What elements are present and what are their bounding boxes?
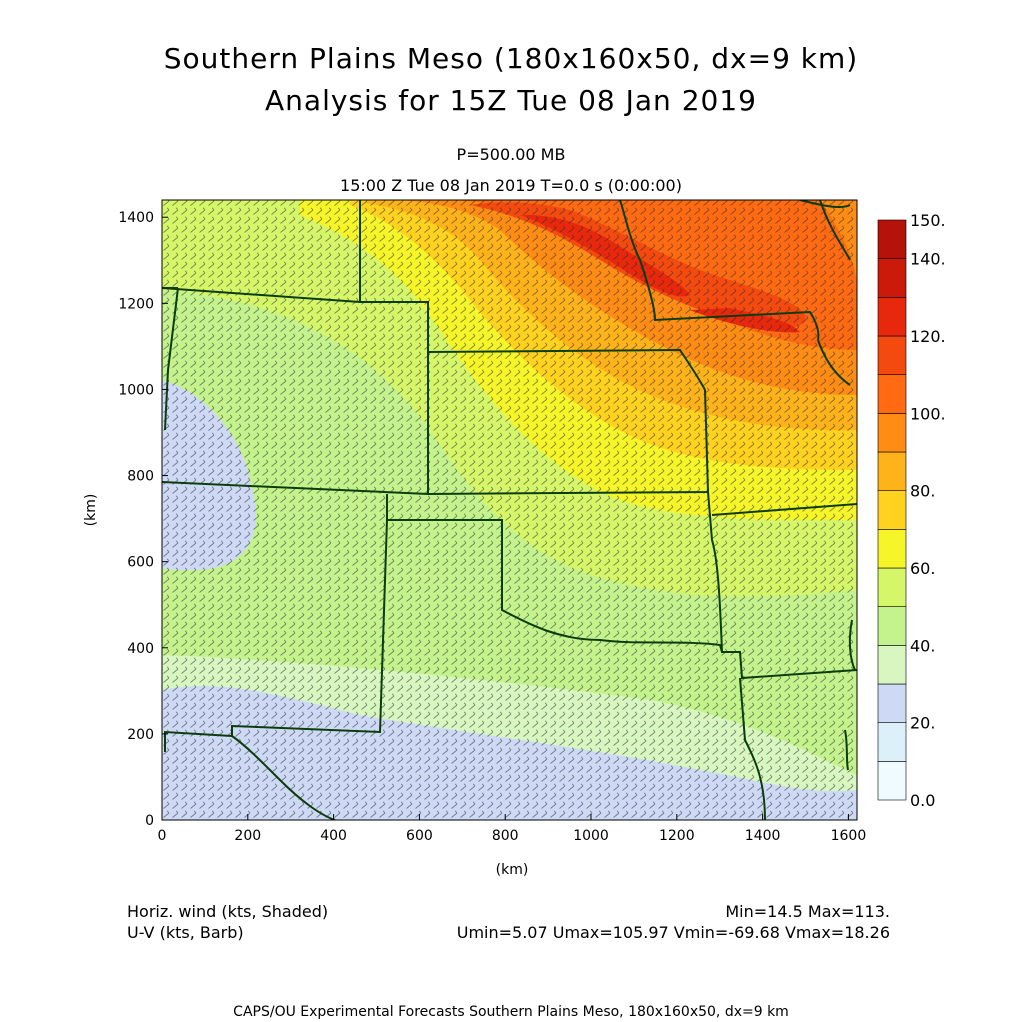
footer-credit: CAPS/OU Experimental Forecasts Southern … (233, 1004, 789, 1020)
chart-subtitle: Analysis for 15Z Tue 08 Jan 2019 (265, 84, 757, 117)
y-tick-label: 200 (127, 727, 154, 743)
x-tick-label: 1200 (659, 828, 695, 844)
y-axis: 0 200 400 600 800 1000 1200 1400 (118, 210, 168, 829)
y-tick-label: 800 (127, 469, 154, 485)
colorbar-swatch (877, 413, 907, 453)
x-tick-label: 800 (492, 828, 519, 844)
y-tick-label: 400 (127, 641, 154, 657)
colorbar-label: 20. (910, 714, 935, 733)
y-tick-label: 1000 (118, 382, 154, 398)
shaded-field-label: Horiz. wind (kts, Shaded) (127, 902, 329, 921)
colorbar-swatch (877, 297, 907, 337)
colorbar-label: 150. (910, 211, 946, 230)
x-tick-label: 1000 (573, 828, 609, 844)
barb-field-label: U-V (kts, Barb) (127, 923, 244, 942)
valid-time: 15:00 Z Tue 08 Jan 2019 T=0.0 s (0:00:00… (340, 176, 682, 195)
colorbar-label: 120. (910, 327, 946, 346)
colorbar-label: 0.0 (910, 791, 935, 810)
x-tick-label: 200 (234, 828, 261, 844)
colorbar-swatch (877, 335, 907, 375)
x-tick-label: 1600 (831, 828, 867, 844)
x-tick-label: 400 (320, 828, 347, 844)
colorbar-swatch (877, 374, 907, 414)
colorbar-swatch (877, 567, 907, 607)
x-tick-label: 0 (158, 828, 167, 844)
colorbar-swatch (877, 722, 907, 762)
colorbar-swatch (877, 645, 907, 685)
x-axis: 0 200 400 600 800 1000 1200 1400 1600 (158, 814, 867, 844)
x-tick-label: 1400 (745, 828, 781, 844)
colorbar-label: 60. (910, 559, 935, 578)
pressure-level: P=500.00 MB (456, 145, 566, 164)
state-boundaries (162, 200, 857, 820)
y-tick-label: 0 (145, 813, 154, 829)
colorbar-swatch (877, 258, 907, 298)
plot-field (162, 200, 857, 820)
colorbar-swatch (877, 761, 907, 801)
colorbar-swatch (877, 606, 907, 646)
chart-title: Southern Plains Meso (180x160x50, dx=9 k… (163, 42, 859, 75)
uv-stats-readout: Umin=5.07 Umax=105.97 Vmin=-69.68 Vmax=1… (456, 923, 890, 942)
colorbar-swatch (877, 451, 907, 491)
colorbar-swatch (877, 490, 907, 530)
min-max-readout: Min=14.5 Max=113. (725, 902, 890, 921)
x-axis-label: (km) (496, 862, 529, 878)
y-tick-label: 600 (127, 555, 154, 571)
colorbar: 0.0 20. 40. 60. 80. 100. 120. 140. 150. (877, 211, 946, 810)
x-tick-label: 600 (406, 828, 433, 844)
y-tick-label: 1200 (118, 296, 154, 312)
colorbar-swatch (877, 219, 907, 259)
colorbar-swatch (877, 529, 907, 569)
colorbar-swatch (877, 683, 907, 723)
colorbar-label: 80. (910, 482, 935, 501)
y-tick-label: 1400 (118, 210, 154, 226)
colorbar-label: 40. (910, 636, 935, 655)
colorbar-label: 140. (910, 250, 946, 269)
y-axis-label: (km) (83, 494, 99, 527)
colorbar-label: 100. (910, 404, 946, 423)
